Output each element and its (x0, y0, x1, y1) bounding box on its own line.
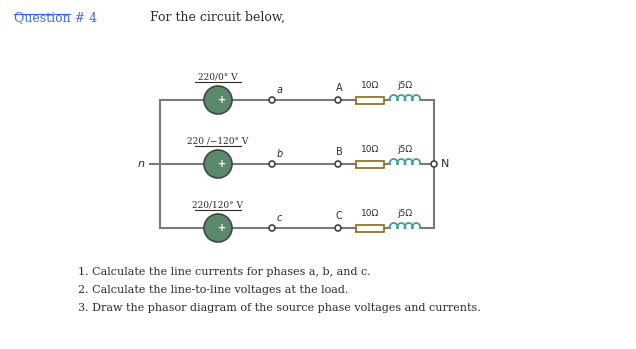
Text: 220/120° V: 220/120° V (193, 201, 244, 210)
Text: 220/0° V: 220/0° V (198, 73, 238, 82)
Text: j5Ω: j5Ω (398, 145, 413, 154)
Circle shape (204, 214, 232, 242)
Text: j5Ω: j5Ω (398, 81, 413, 90)
Text: +: + (218, 159, 226, 169)
Text: For the circuit below,: For the circuit below, (150, 11, 285, 24)
Circle shape (335, 225, 341, 231)
Text: N: N (441, 159, 450, 169)
Text: 10Ω: 10Ω (361, 209, 379, 218)
Text: +: + (218, 223, 226, 233)
Circle shape (269, 161, 275, 167)
Text: 3. Draw the phasor diagram of the source phase voltages and currents.: 3. Draw the phasor diagram of the source… (78, 303, 481, 313)
Circle shape (269, 97, 275, 103)
Text: B: B (336, 147, 343, 157)
Text: Question # 4: Question # 4 (14, 11, 97, 24)
Circle shape (335, 161, 341, 167)
Text: 220 /−120° V: 220 /−120° V (188, 137, 249, 146)
Text: +: + (218, 95, 226, 105)
Bar (356, 161, 384, 168)
Text: 10Ω: 10Ω (361, 145, 379, 154)
Text: C: C (336, 211, 343, 221)
Bar (356, 97, 384, 104)
Circle shape (269, 225, 275, 231)
Bar (356, 224, 384, 231)
Circle shape (335, 97, 341, 103)
Circle shape (431, 161, 437, 167)
Text: n: n (138, 159, 145, 169)
Text: 2. Calculate the line-to-line voltages at the load.: 2. Calculate the line-to-line voltages a… (78, 285, 349, 295)
Text: 1. Calculate the line currents for phases a, b, and c.: 1. Calculate the line currents for phase… (78, 267, 371, 277)
Text: a: a (277, 85, 283, 95)
Circle shape (204, 150, 232, 178)
Text: j5Ω: j5Ω (398, 209, 413, 218)
Text: b: b (277, 149, 283, 159)
Circle shape (204, 86, 232, 114)
Text: 10Ω: 10Ω (361, 81, 379, 90)
Text: c: c (277, 213, 282, 223)
Text: A: A (336, 83, 343, 93)
